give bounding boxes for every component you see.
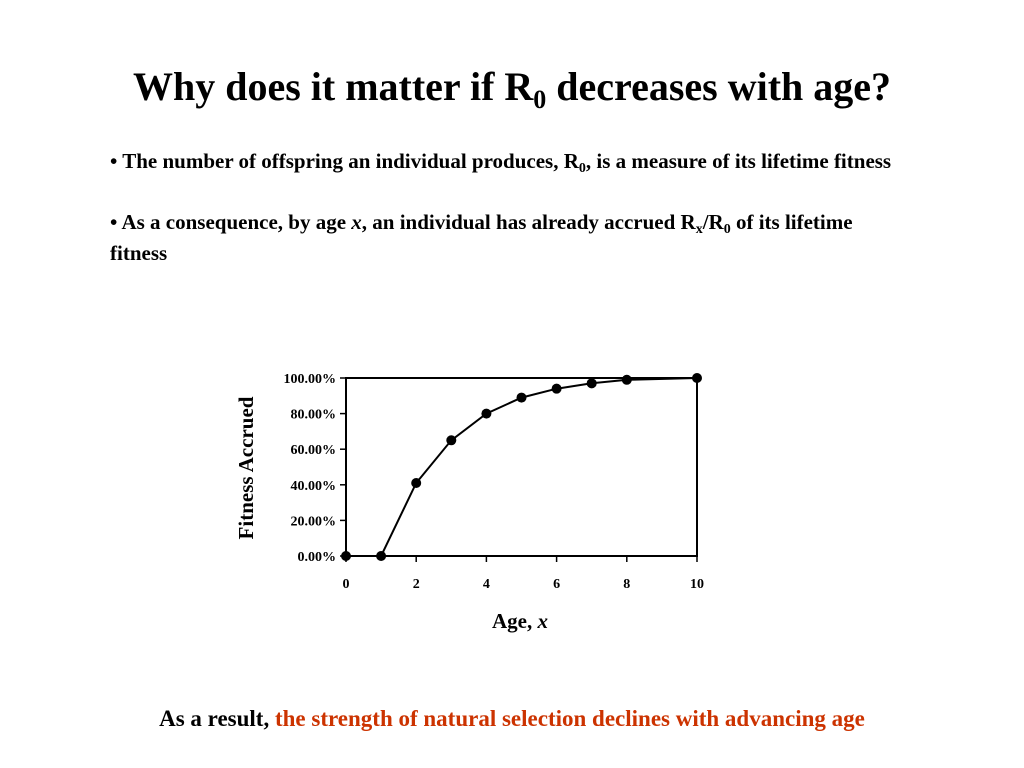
x-tick-label: 4	[483, 577, 490, 592]
bullet-2-subscript-0: 0	[723, 222, 731, 237]
slide-title: Why does it matter if R0 decreases with …	[0, 61, 1024, 113]
y-tick-label: 0.00%	[298, 550, 337, 565]
data-point	[586, 378, 597, 389]
data-point	[516, 392, 527, 403]
y-tick-label: 20.00%	[291, 514, 337, 529]
data-point	[551, 383, 562, 394]
fitness-chart: 0.00% 20.00% 40.00% 60.00% 80.00% 100.00% 0 2 4 6…	[234, 372, 704, 633]
x-axis-title-variable: x	[537, 609, 549, 633]
data-point	[341, 551, 351, 561]
conclusion-emphasis: the strength of natural selection declin…	[274, 706, 865, 731]
fitness-series-line	[346, 377, 698, 557]
bullet-1-subscript: 0	[578, 161, 586, 176]
x-tick-label: 8	[623, 577, 630, 592]
y-tick-label: 80.00%	[291, 408, 337, 423]
conclusion-lead: As a result,	[159, 706, 275, 731]
data-point	[621, 374, 632, 385]
bullet-2-subscript-x: x	[695, 222, 703, 237]
x-tick-label: 0	[343, 577, 350, 592]
fitness-series-points	[341, 373, 702, 561]
bullet-2-lead: • As a consequence, by age	[110, 210, 352, 234]
bullet-lifetime-fitness: • The number of offspring an individual …	[110, 146, 910, 177]
data-point	[376, 551, 387, 561]
bullet-2-mid: , an individual has already accrued R	[361, 210, 696, 234]
bullet-2-tail: of its lifetime fitness	[110, 210, 853, 265]
x-axis-title-text: Age,	[492, 609, 538, 633]
plot-frame	[345, 377, 698, 557]
data-point	[481, 408, 492, 419]
bullet-1-lead: • The number of offspring an individual …	[110, 149, 579, 173]
bullet-2-slash: /R	[702, 210, 724, 234]
x-tick-label: 6	[553, 577, 560, 592]
title-text-prefix: Why does it matter if R	[132, 63, 534, 109]
bullet-2-variable: x	[351, 210, 362, 234]
x-axis-title: Age, x	[492, 609, 548, 633]
data-point	[411, 478, 422, 489]
title-text-suffix: decreases with age?	[546, 63, 892, 109]
y-tick-label: 40.00%	[291, 479, 337, 494]
data-point	[446, 435, 457, 446]
conclusion-line: As a result, the strength of natural sel…	[0, 702, 1024, 736]
x-tick-label: 10	[690, 577, 704, 592]
bullet-1-tail: , is a measure of its lifetime fitness	[585, 149, 892, 173]
x-tick-label: 2	[413, 577, 420, 592]
chart-axes	[345, 377, 698, 557]
title-subscript: 0	[533, 84, 547, 114]
bullet-list: • The number of offspring an individual …	[110, 146, 910, 299]
data-point	[692, 373, 702, 383]
y-axis-title: Fitness Accrued	[234, 396, 258, 539]
y-tick-label: 100.00%	[284, 372, 337, 387]
y-tick-label: 60.00%	[291, 443, 337, 458]
bullet-accrued-fitness: • As a consequence, by age x, an individ…	[110, 207, 910, 269]
